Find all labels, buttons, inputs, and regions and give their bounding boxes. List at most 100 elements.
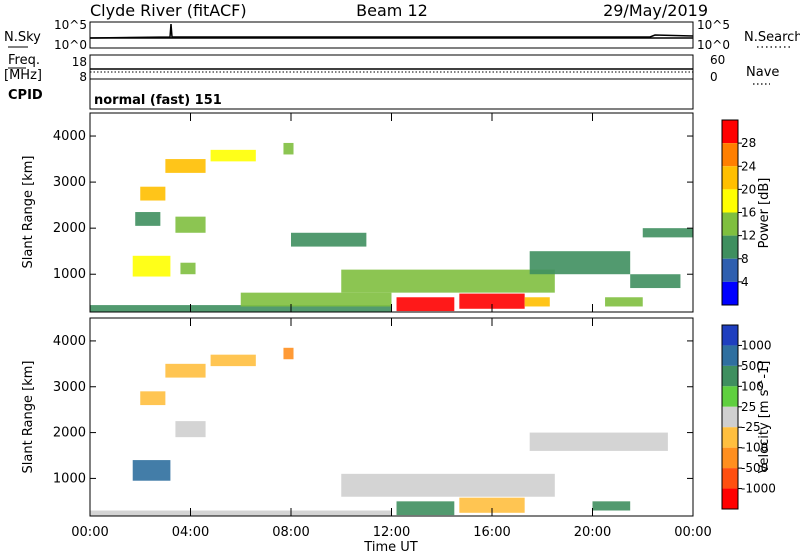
nsearch-label: N.Search	[744, 30, 800, 45]
power-colorbar-tick: 8	[741, 252, 749, 266]
velocity-echo-region	[132, 460, 171, 481]
velocity-colorbar-label: Velocity [m s^-1]	[757, 361, 772, 474]
noise-panel: N.Sky 10^5 10^0 10^5 10^0 N.Search	[4, 18, 800, 52]
velocity-colorbar: 1000 500 100 25 -25 -100 -500 -1000	[721, 324, 776, 510]
freq-tick-high: 18	[72, 55, 87, 69]
power-echo-region	[165, 159, 206, 173]
power-colorbar-swatch	[722, 166, 738, 190]
cpid-value: normal (fast) 151	[94, 93, 222, 108]
nsky-tick-low: 10^0	[54, 38, 87, 52]
velocity-colorbar-swatch	[722, 468, 738, 489]
velocity-echo-region	[341, 473, 555, 497]
velocity-colorbar-tick: 500	[741, 359, 764, 373]
velocity-colorbar-swatch	[722, 386, 738, 407]
power-frame	[89, 112, 694, 313]
time-tick-label: 16:00	[473, 525, 510, 540]
velocity-colorbar-tick: -1000	[741, 482, 776, 496]
power-echo-region	[291, 232, 367, 247]
velocity-colorbar-swatch	[722, 427, 738, 448]
nsky-tick-high: 10^5	[54, 18, 87, 32]
power-colorbar-tick: 24	[741, 159, 756, 173]
velocity-echo-region	[165, 363, 206, 378]
velocity-echo-region	[529, 432, 668, 451]
power-panel: 1000 2000 3000 4000 Slant Range [km]	[21, 112, 694, 313]
velocity-echo-region	[283, 347, 294, 360]
power-echo-region	[630, 274, 681, 289]
power-echo-region	[459, 293, 525, 309]
power-colorbar-tick: 20	[741, 182, 756, 196]
velocity-panel: 1000 2000 3000 4000 Slant Range [km]	[21, 317, 694, 517]
velocity-echo-region	[140, 391, 166, 406]
power-colorbar-tick: 28	[741, 136, 756, 150]
power-ytick-label: 3000	[53, 175, 86, 190]
velocity-colorbar-swatch	[722, 325, 738, 346]
power-colorbar-label: Power [dB]	[757, 178, 772, 249]
velocity-echo-region	[90, 510, 392, 516]
time-tick-label: 00:00	[71, 525, 108, 540]
date-title: 29/May/2019	[603, 1, 708, 20]
velocity-ytick-label: 4000	[53, 334, 86, 349]
velocity-echo-region	[210, 354, 256, 367]
power-colorbar-swatch	[722, 143, 738, 167]
velocity-ytick-label: 2000	[53, 426, 86, 441]
power-ytick-label: 2000	[53, 221, 86, 236]
velocity-frame	[89, 317, 694, 517]
nave-label: Nave	[746, 65, 779, 80]
velocity-echo-region	[175, 421, 206, 438]
time-tick-label: 08:00	[272, 525, 309, 540]
power-echo-region	[283, 142, 294, 155]
nsearch-tick-low: 10^0	[697, 38, 730, 52]
cpid-row: CPID normal (fast) 151	[8, 78, 694, 110]
velocity-colorbar-tick: 1000	[741, 338, 772, 352]
power-colorbar-swatch	[722, 120, 738, 144]
time-tick-label: 00:00	[674, 525, 711, 540]
velocity-ytick-label: 3000	[53, 380, 86, 395]
velocity-colorbar-tick: 100	[741, 379, 764, 393]
velocity-ytick-label: 1000	[53, 471, 86, 486]
velocity-echo-region	[459, 497, 525, 513]
nsearch-tick-high: 10^5	[697, 18, 730, 32]
cpid-label: CPID	[8, 88, 43, 103]
velocity-colorbar-swatch	[722, 447, 738, 469]
power-colorbar-swatch	[722, 235, 738, 259]
velocity-colorbar-tick: 25	[741, 400, 756, 414]
velocity-colorbar-tick: -100	[741, 441, 768, 455]
power-echo-region	[605, 297, 643, 307]
time-tick-label: 12:00	[373, 525, 410, 540]
velocity-ylabel: Slant Range [km]	[21, 361, 36, 474]
power-ylabel: Slant Range [km]	[21, 156, 36, 269]
power-echo-region	[135, 212, 161, 226]
power-colorbar-tick: 4	[741, 275, 749, 289]
beam-title: Beam 12	[356, 1, 428, 20]
power-echo-region	[396, 297, 455, 312]
power-echo-region	[90, 305, 392, 312]
power-echo-region	[529, 251, 631, 275]
power-ytick-label: 1000	[53, 267, 86, 282]
power-echo-region	[524, 297, 550, 307]
freq-panel: Freq. [MHz] 18 8 60 0 Nave	[4, 53, 779, 85]
velocity-colorbar-tick: -25	[741, 420, 761, 434]
power-colorbar-swatch	[722, 281, 738, 305]
power-colorbar-tick: 16	[741, 206, 756, 220]
power-echo-region	[140, 186, 166, 201]
freq-unit: [MHz]	[4, 68, 42, 83]
velocity-colorbar-swatch	[722, 365, 738, 387]
velocity-echo-region	[592, 501, 631, 511]
velocity-colorbar-swatch	[722, 345, 738, 366]
velocity-colorbar-tick: -500	[741, 461, 768, 475]
power-ytick-label: 4000	[53, 129, 86, 144]
station-title: Clyde River (fitACF)	[90, 1, 247, 20]
power-echo-region	[642, 228, 693, 238]
power-echo-region	[175, 216, 206, 233]
velocity-colorbar-swatch	[722, 406, 738, 428]
power-echo-region	[341, 269, 555, 293]
power-colorbar-swatch	[722, 212, 738, 236]
power-echo-region	[180, 262, 196, 275]
nsky-label: N.Sky	[4, 30, 41, 45]
power-echo-region	[240, 292, 392, 307]
noise-sky-trace	[89, 23, 694, 39]
nave-tick-high: 60	[710, 53, 725, 67]
power-echo-region	[132, 255, 171, 277]
power-colorbar-swatch	[722, 189, 738, 213]
nave-tick-low: 0	[710, 70, 718, 84]
